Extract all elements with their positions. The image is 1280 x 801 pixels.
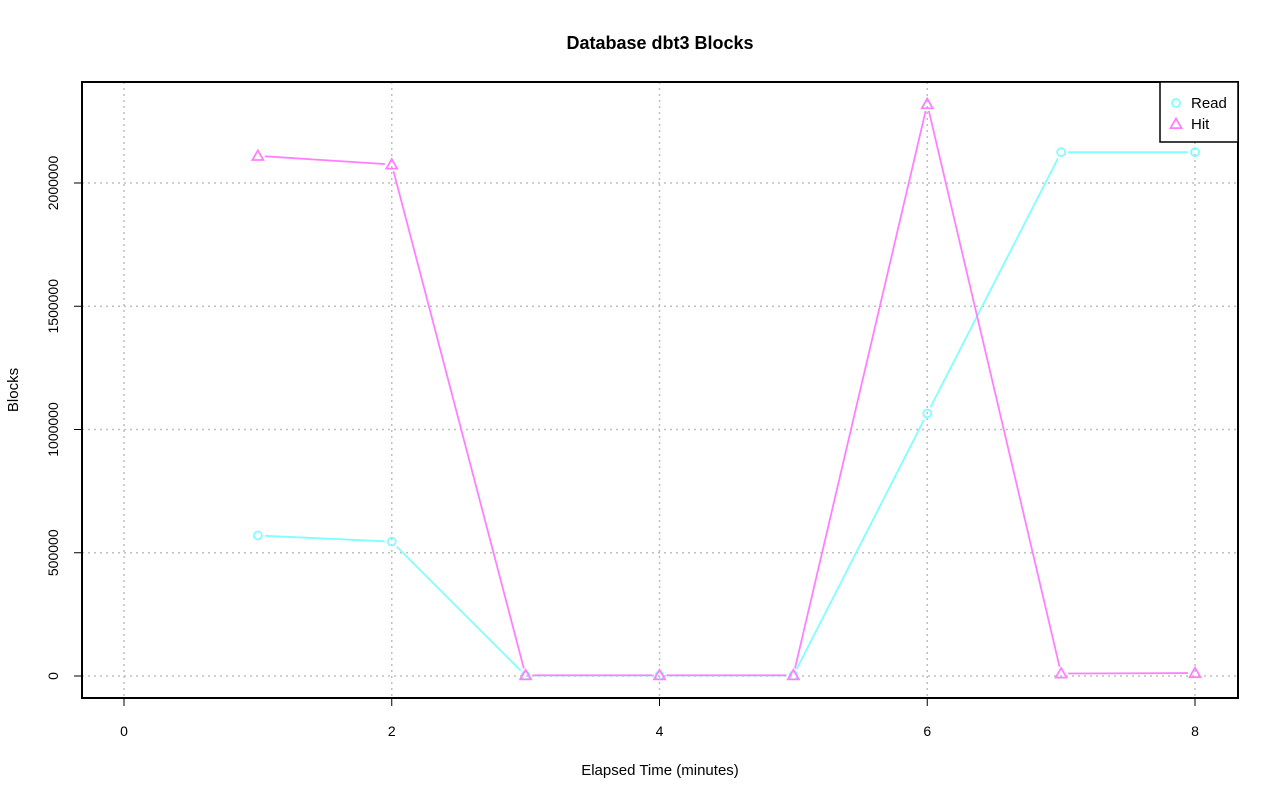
- read-point-5: [922, 408, 933, 419]
- chart-title: Database dbt3 Blocks: [566, 33, 753, 53]
- axes: 0 2 4 6 8 0 500000 1000000 1500000 2000000: [45, 156, 1199, 739]
- x-tick-label: 4: [656, 723, 664, 739]
- legend-hit-label: Hit: [1191, 116, 1210, 133]
- x-tick-label: 8: [1191, 723, 1199, 739]
- hit-segment-4: [794, 110, 927, 669]
- legend-hit-marker: [1168, 116, 1184, 130]
- read-segment-1: [396, 545, 522, 672]
- x-tick-label: 2: [388, 723, 396, 739]
- hit-segment-0: [264, 155, 385, 165]
- hit-point-1: [384, 157, 399, 170]
- read-point-1: [386, 536, 397, 547]
- legend: Read Hit: [1159, 81, 1239, 143]
- read-segment-4: [795, 419, 925, 670]
- y-tick-label: 1000000: [45, 402, 61, 457]
- hit-point-3: [652, 667, 667, 681]
- read-point-7: [1190, 147, 1200, 158]
- x-tick-label: 6: [923, 723, 931, 739]
- hit-point-7: [1187, 665, 1203, 679]
- hit-point-6: [1054, 666, 1069, 679]
- legend-read-label: Read: [1191, 95, 1227, 112]
- hit-segment-1: [392, 171, 525, 669]
- y-tick-label: 2000000: [45, 156, 61, 211]
- hit-point-4: [786, 667, 801, 681]
- legend-box: [1159, 81, 1239, 143]
- hit-point-2: [518, 667, 533, 681]
- hit-segment-5: [927, 110, 1061, 667]
- legend-read-marker: [1171, 98, 1181, 108]
- y-axis-label: Blocks: [5, 368, 22, 412]
- hit-point-0: [250, 148, 265, 161]
- read-segment-5: [929, 158, 1059, 408]
- series-read: [252, 147, 1200, 681]
- read-segment-0: [264, 534, 385, 543]
- series-layer: [250, 96, 1203, 681]
- x-tick-label: 0: [120, 723, 128, 739]
- grid: [82, 82, 1238, 698]
- hit-point-5: [920, 96, 935, 110]
- y-tick-label: 1500000: [45, 279, 61, 334]
- read-point-6: [1056, 147, 1067, 158]
- y-tick-label: 0: [45, 672, 61, 680]
- read-point-0: [252, 530, 263, 541]
- series-hit: [250, 96, 1203, 681]
- x-axis-label: Elapsed Time (minutes): [581, 762, 739, 779]
- y-tick-label: 500000: [45, 529, 61, 576]
